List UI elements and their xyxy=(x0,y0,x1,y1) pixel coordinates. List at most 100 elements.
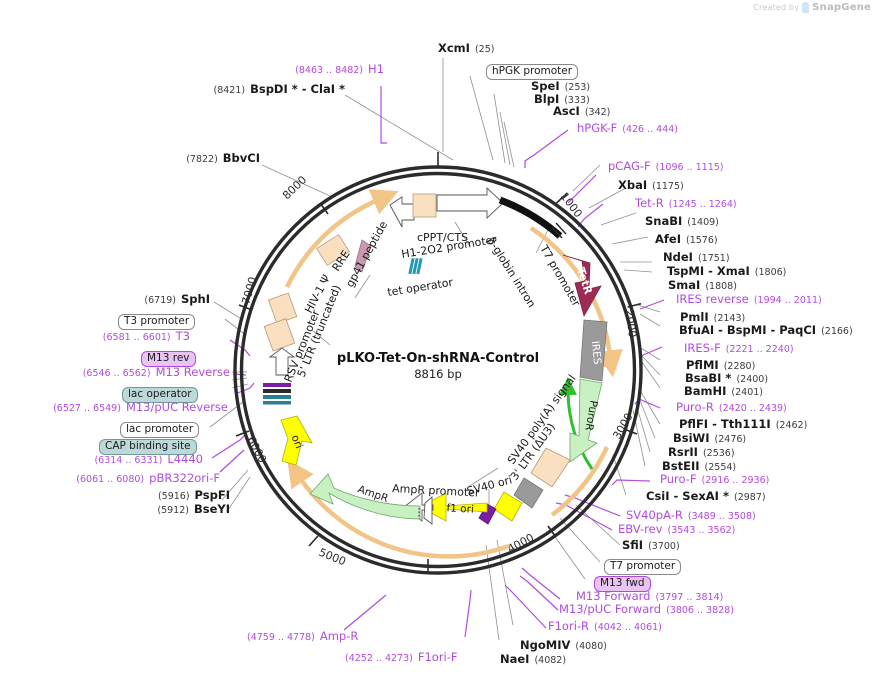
label-t3-promoter[interactable]: T3 promoter xyxy=(118,311,196,330)
label-naei-name: NaeI xyxy=(500,652,530,666)
label-l4440-name: L4440 xyxy=(167,452,203,466)
label-puro-r-pos: (2420 .. 2439) xyxy=(718,403,787,414)
label-smai[interactable]: SmaI (1808) xyxy=(668,278,737,292)
label-t7-promoter[interactable]: T7 promoter xyxy=(604,556,682,575)
label-bstei[interactable]: BstEII (2554) xyxy=(662,460,736,473)
feature-label-beta-globin: β-globin intron xyxy=(484,235,538,310)
label-blpi[interactable]: BlpI (333) xyxy=(534,93,590,106)
label-bamhi-name: BamHI xyxy=(684,384,727,398)
label-m13-fwd[interactable]: M13 fwd xyxy=(594,573,651,592)
ruler-tick-2000: 2000 xyxy=(623,309,639,338)
label-l4440[interactable]: (6314 .. 6331) L4440 xyxy=(55,452,203,466)
label-hpgk-f[interactable]: hPGK-F (426 .. 444) xyxy=(577,122,678,135)
label-smai-name: SmaI xyxy=(668,278,701,292)
label-m13-reverse[interactable]: (6546 .. 6562) M13 Reverse xyxy=(10,366,230,379)
feature-ires: IRES xyxy=(579,319,608,382)
label-xcmi-name: XcmI xyxy=(438,41,470,55)
label-lac-promoter[interactable]: lac promoter xyxy=(120,419,200,438)
label-bamhi-pos: (2401) xyxy=(731,387,764,398)
label-f1ori-r[interactable]: F1ori-R (4042 .. 4061) xyxy=(548,620,662,633)
label-ngomiv[interactable]: NgoMIV (4080) xyxy=(520,639,607,652)
label-t3[interactable]: (6581 .. 6601) T3 xyxy=(60,330,190,343)
label-ndei[interactable]: NdeI (1751) xyxy=(663,251,730,264)
label-xcmi-position: (25) xyxy=(474,44,495,55)
label-ires-f-pos: (2221 .. 2240) xyxy=(725,344,794,355)
label-snabi[interactable]: SnaBI (1409) xyxy=(645,215,719,228)
label-ires-f[interactable]: IRES-F (2221 .. 2240) xyxy=(684,341,794,355)
label-spei[interactable]: SpeI (253) xyxy=(531,80,591,93)
plasmid-backbone xyxy=(233,165,643,575)
feature-h1-2o2-arrow xyxy=(436,186,504,220)
label-sphi-pos: (6719) xyxy=(144,295,177,306)
label-f1ori-f[interactable]: (4252 .. 4273) F1ori-F xyxy=(345,651,458,664)
label-bamhi[interactable]: BamHI (2401) xyxy=(684,384,764,398)
label-tspmi-xmai[interactable]: TspMI - XmaI (1806) xyxy=(667,264,786,278)
label-pbr322ori-f[interactable]: (6061 .. 6080) pBR322ori-F xyxy=(35,472,220,485)
label-puro-r[interactable]: Puro-R (2420 .. 2439) xyxy=(676,401,787,414)
label-spei-pos: (253) xyxy=(564,82,591,93)
feature-3-ltr-box xyxy=(530,447,571,488)
label-ebv-rev-pos: (3543 .. 3562) xyxy=(667,525,736,536)
feature-label-ampr-promoter: AmpR promoter xyxy=(392,482,480,500)
label-sphi[interactable]: (6719) SphI xyxy=(80,293,210,306)
label-asci[interactable]: AscI (342) xyxy=(553,104,610,118)
label-snabi-pos: (1409) xyxy=(687,217,719,228)
feature-5-ltr-stack xyxy=(263,292,298,405)
label-xcmi[interactable]: XcmI (25) xyxy=(438,41,495,55)
label-h1[interactable]: (8463 .. 8482) H1 xyxy=(284,63,384,76)
label-bbvci-name: BbvCI xyxy=(222,151,260,165)
label-m13-puc-forward[interactable]: M13/pUC Forward (3806 .. 3828) xyxy=(559,603,734,616)
label-hpgk-promoter[interactable]: hPGK promoter xyxy=(486,61,579,80)
label-bfuai-bspmi-paqci[interactable]: BfuAI - BspMI - PaqCI (2166) xyxy=(679,324,853,337)
label-bspdi-clai-name: BspDI * - ClaI * xyxy=(250,82,345,96)
label-asci-name: AscI xyxy=(553,104,580,118)
label-bsabi-pos: (2400) xyxy=(736,374,769,385)
feature-label-puror: PuroR xyxy=(582,399,599,431)
label-m13-forward[interactable]: M13 Forward (3797 .. 3814) xyxy=(576,590,723,603)
feature-label-cppt: cPPT/CTS xyxy=(417,231,468,244)
label-pflmi-name: PflMI xyxy=(686,358,719,372)
watermark-brand: SnapGene xyxy=(812,2,871,13)
label-m13-puc-forward-pos: (3806 .. 3828) xyxy=(666,605,734,616)
feature-label-tet-operator: tet operator xyxy=(386,276,454,299)
label-cap-binding-site-name: CAP binding site xyxy=(99,439,197,455)
label-tspmi-xmai-name: TspMI - XmaI xyxy=(667,264,750,278)
feature-label-f1-ori: f1 ori xyxy=(446,502,474,515)
label-ires-f-name: IRES-F xyxy=(684,341,721,355)
label-sv40pa-r-pos: (3489 .. 3508) xyxy=(687,511,756,522)
label-pmli[interactable]: PmlI (2143) xyxy=(680,311,745,324)
feature-ori: ori xyxy=(280,415,313,466)
label-pflmi[interactable]: PflMI (2280) xyxy=(686,358,755,372)
label-xbai[interactable]: XbaI (1175) xyxy=(618,179,684,192)
label-tet-r[interactable]: Tet-R (1245 .. 1264) xyxy=(635,197,737,210)
label-afei[interactable]: AfeI (1576) xyxy=(655,233,718,246)
label-pcag-f[interactable]: pCAG-F (1096 .. 1115) xyxy=(608,160,724,173)
label-pspfi[interactable]: (5916) PspFI xyxy=(95,489,230,502)
label-bsabi[interactable]: BsaBI * (2400) xyxy=(685,372,769,385)
label-lac-operator[interactable]: lac operator xyxy=(122,384,198,403)
label-rsrii[interactable]: RsrII (2536) xyxy=(668,446,735,459)
label-puro-f[interactable]: Puro-F (2916 .. 2936) xyxy=(660,473,770,486)
label-ires-reverse[interactable]: IRES reverse (1994 .. 2011) xyxy=(676,293,822,306)
label-sfii[interactable]: SfiI (3700) xyxy=(622,539,680,552)
label-cap-binding-site[interactable]: CAP binding site xyxy=(99,436,197,455)
feature-label-ori: ori xyxy=(289,433,305,450)
label-l4440-pos: (6314 .. 6331) xyxy=(94,455,163,466)
label-bbvci[interactable]: (7822) BbvCI xyxy=(185,151,260,165)
label-m13-puc-reverse[interactable]: (6527 .. 6549) M13/pUC Reverse xyxy=(0,401,228,414)
label-bsiwi[interactable]: BsiWI (2476) xyxy=(673,432,746,445)
label-bspdi-clai[interactable]: (8421) BspDI * - ClaI * xyxy=(214,82,346,96)
label-naei[interactable]: NaeI (4082) xyxy=(500,652,566,666)
label-pflfi-tth111i[interactable]: PflFI - Tth111I (2462) xyxy=(679,418,807,431)
label-bseyi-pos: (5912) xyxy=(157,505,189,516)
label-bseyi[interactable]: (5912) BseYI xyxy=(95,503,230,516)
label-amp-r[interactable]: (4759 .. 4778) Amp-R xyxy=(247,630,358,643)
label-m13-rev[interactable]: M13 rev xyxy=(141,348,196,367)
label-csii-sexai[interactable]: CsiI - SexAI * (2987) xyxy=(646,490,766,503)
label-ebv-rev[interactable]: EBV-rev (3543 .. 3562) xyxy=(618,523,736,536)
feature-puror: PuroR xyxy=(569,378,603,463)
label-puro-f-pos: (2916 .. 2936) xyxy=(701,475,770,486)
label-sv40pa-r[interactable]: SV40pA-R (3489 .. 3508) xyxy=(626,509,756,522)
